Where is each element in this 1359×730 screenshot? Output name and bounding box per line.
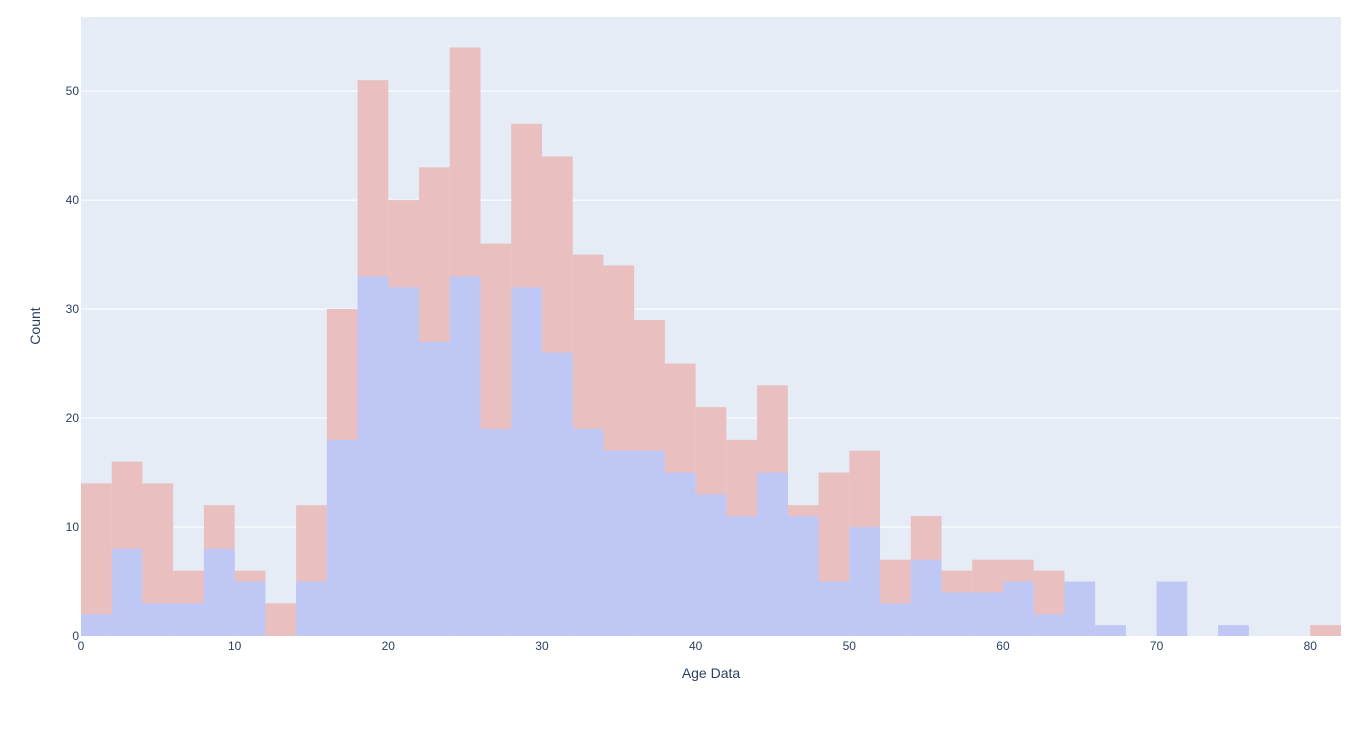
histogram-bar-series-2 [634,450,665,636]
y-tick-label: 0 [72,629,79,643]
histogram-bar-series-2 [787,516,819,636]
histogram-bar-series-2 [880,603,911,636]
histogram-bar-series-2 [757,472,788,636]
histogram-bar-series-1 [81,483,112,636]
histogram-bar-series-2 [664,472,696,636]
histogram-bar-series-2 [541,352,573,636]
histogram-bar-series-2 [941,592,973,636]
histogram-bar-series-2 [849,527,881,636]
y-tick-label: 40 [66,193,80,207]
histogram-bar-series-2 [603,450,635,636]
histogram-bars [81,47,1341,636]
x-tick-label: 30 [535,639,549,653]
histogram-bar-series-2 [1033,614,1065,636]
x-tick-label: 40 [689,639,703,653]
histogram-bar-series-2 [234,581,266,636]
histogram-bar-series-2 [1156,581,1188,636]
histogram-bar-series-2 [480,428,512,636]
x-tick-label: 70 [1150,639,1164,653]
histogram-bar-series-2 [81,614,112,636]
histogram-bar-series-2 [511,287,542,636]
histogram-bar-series-2 [449,276,481,636]
x-tick-label: 20 [382,639,396,653]
histogram-bar-series-2 [1218,625,1249,636]
y-axis-ticks: 0 10 20 30 40 50 [66,84,80,643]
y-tick-label: 30 [66,302,80,316]
histogram-bar-series-2 [1064,581,1096,636]
histogram-bar-series-2 [142,603,174,636]
x-tick-label: 60 [996,639,1010,653]
x-tick-label: 80 [1304,639,1318,653]
histogram-bar-series-2 [910,559,942,636]
histogram-bar-series-2 [572,428,604,636]
histogram-bar-series-2 [419,341,450,636]
x-tick-label: 50 [843,639,857,653]
x-axis-title: Age Data [682,665,741,681]
histogram-bar-series-2 [203,548,235,636]
x-tick-label: 0 [78,639,85,653]
histogram-bar-series-1 [265,603,297,636]
histogram-bar-series-2 [388,287,420,636]
histogram-bar-series-2 [111,548,143,636]
y-tick-label: 50 [66,84,80,98]
histogram-bar-series-2 [1095,625,1126,636]
histogram-bar-series-2 [972,592,1003,636]
histogram-bar-series-1 [1310,625,1341,636]
histogram-bar-series-2 [1002,581,1034,636]
x-axis-ticks: 0 10 20 30 40 50 60 70 80 [78,639,1318,653]
histogram-bar-series-2 [173,603,204,636]
histogram-bar-series-2 [818,581,850,636]
histogram-bar-series-2 [296,581,327,636]
y-tick-label: 10 [66,520,80,534]
y-axis-title: Count [27,307,43,344]
histogram-bar-series-2 [726,516,758,636]
x-tick-label: 10 [228,639,242,653]
y-tick-label: 20 [66,411,80,425]
histogram-bar-series-2 [695,494,727,636]
histogram-bar-series-2 [357,276,389,636]
histogram-bar-series-2 [326,439,358,636]
